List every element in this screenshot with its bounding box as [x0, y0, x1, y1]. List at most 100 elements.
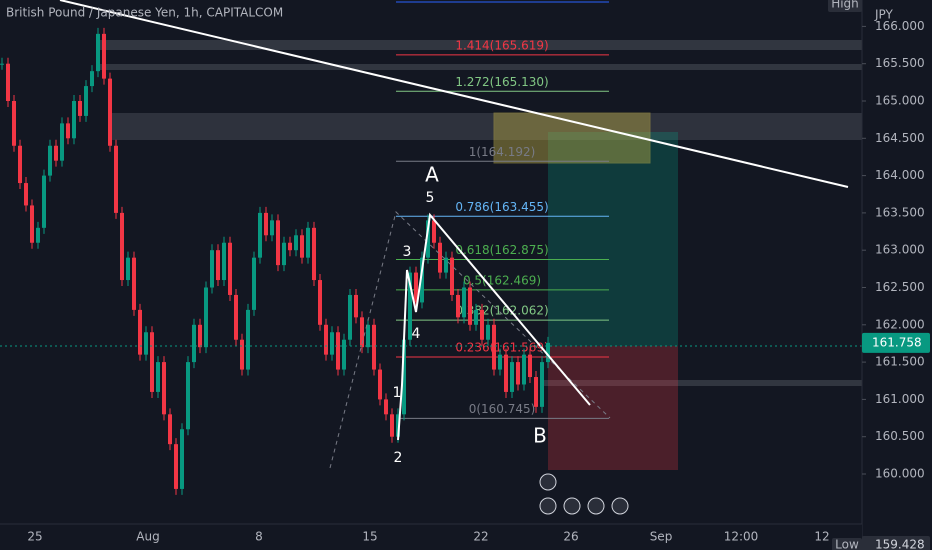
candle	[234, 294, 238, 340]
time-label: Aug	[136, 530, 159, 544]
time-label: 22	[473, 530, 488, 544]
candle	[138, 309, 142, 355]
candle	[366, 324, 370, 348]
time-label: 25	[27, 530, 42, 544]
candle	[126, 257, 130, 281]
candle	[270, 220, 274, 236]
candle	[180, 429, 184, 489]
candle	[72, 101, 76, 139]
wave-label: 1	[393, 385, 402, 401]
candle	[378, 369, 382, 400]
price-label: 160.000	[875, 467, 925, 481]
fib-label: 0.618(162.875)	[455, 243, 548, 257]
candle	[504, 354, 508, 392]
candle	[438, 242, 442, 273]
candle	[402, 339, 406, 415]
candle	[324, 324, 328, 355]
time-label: 26	[563, 530, 578, 544]
zone-band	[110, 113, 865, 140]
candle	[522, 354, 526, 385]
stop-zone	[548, 346, 678, 470]
candle	[168, 414, 172, 445]
price-axis	[862, 0, 932, 550]
low-tag: Low	[835, 538, 859, 550]
wave-label: 5	[426, 190, 435, 206]
candle	[516, 362, 520, 385]
candle	[216, 250, 220, 281]
candle	[78, 101, 82, 116]
chart-title: British Pound / Japanese Yen, 1h, CAPITA…	[6, 6, 283, 20]
price-label: 163.500	[875, 205, 925, 219]
candle	[396, 414, 400, 437]
price-label: 164.000	[875, 168, 925, 182]
low-price: 159.428	[875, 538, 925, 550]
price-label: 162.500	[875, 280, 925, 294]
fib-label: 0.5(162.469)	[463, 273, 541, 287]
price-label: 161.500	[875, 355, 925, 369]
candle	[264, 212, 268, 236]
candle	[534, 377, 538, 407]
target-zone	[548, 132, 678, 346]
candle	[336, 332, 340, 370]
time-label: 12	[814, 530, 829, 544]
candle	[498, 354, 502, 370]
candle	[546, 342, 550, 363]
candle	[132, 257, 136, 310]
candle	[108, 78, 112, 146]
event-badges[interactable]	[539, 473, 629, 515]
candle	[282, 242, 286, 266]
candle	[30, 205, 34, 243]
wave-label: 2	[394, 450, 403, 466]
candle	[540, 362, 544, 407]
candle	[186, 362, 190, 430]
candle	[510, 362, 514, 392]
candle	[54, 145, 58, 161]
wave-line	[397, 212, 591, 441]
candle	[372, 324, 376, 370]
candle	[84, 86, 88, 116]
high-tag: High	[831, 0, 859, 11]
candle	[18, 145, 22, 184]
candle	[288, 242, 292, 251]
candle	[342, 339, 346, 370]
candle	[156, 362, 160, 392]
candle	[66, 123, 70, 139]
candle	[300, 235, 304, 258]
candle	[48, 145, 52, 176]
candle	[468, 287, 472, 325]
candle	[318, 280, 322, 325]
candle	[408, 272, 412, 340]
low-tag-bg	[832, 538, 862, 550]
candle	[450, 257, 454, 295]
candle	[36, 227, 40, 243]
time-label: 15	[362, 530, 377, 544]
candle	[90, 71, 94, 87]
candle	[204, 287, 208, 348]
candle	[240, 339, 244, 370]
wave-label: 3	[403, 244, 412, 260]
candle	[384, 399, 388, 415]
candle	[348, 294, 352, 340]
candle	[456, 294, 460, 318]
candle	[144, 332, 148, 355]
candle	[294, 235, 298, 251]
current-price-tag	[862, 332, 930, 353]
candle	[210, 250, 214, 288]
low-price-tag	[862, 536, 930, 550]
time-axis	[0, 524, 862, 550]
price-label: 160.500	[875, 429, 925, 443]
current-price: 161.758	[872, 335, 922, 349]
candle	[222, 242, 226, 281]
candle	[96, 33, 100, 72]
fib-label: 0(160.745)	[469, 402, 536, 416]
candle	[360, 317, 364, 348]
high-tag-bg	[828, 0, 862, 12]
fib-label: 1.414(165.619)	[455, 38, 548, 52]
candle	[426, 220, 430, 258]
candle	[120, 212, 124, 281]
candle	[354, 294, 358, 318]
candle	[60, 123, 64, 161]
projection-line	[329, 211, 611, 469]
price-label: 161.000	[875, 392, 925, 406]
candle	[228, 242, 232, 295]
